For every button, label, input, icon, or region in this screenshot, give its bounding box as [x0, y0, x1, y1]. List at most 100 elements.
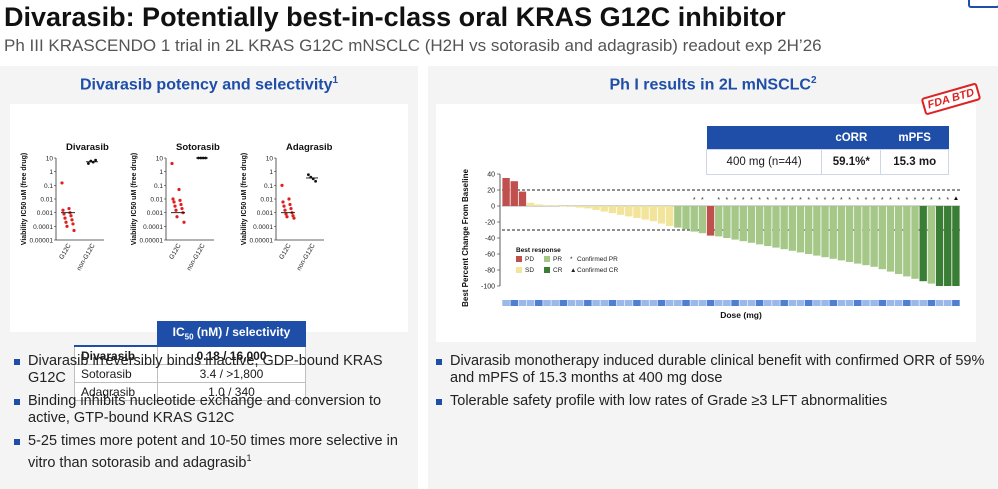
scatter-point-g12c: [72, 228, 76, 233]
orr-header-corr: cORR: [821, 126, 881, 150]
waterfall-bar: [911, 206, 919, 279]
waterfall-bar: [739, 206, 747, 242]
scatter-point-g12c: [177, 187, 181, 192]
scatter-tick-label: 0.01: [40, 197, 53, 204]
confirmed-pr-marker: *: [881, 197, 884, 204]
scatter-tick-label: 0.1: [264, 183, 273, 190]
waterfall-bar: [625, 206, 633, 217]
waterfall-bar: [837, 206, 846, 261]
waterfall-bar: [927, 206, 936, 284]
dose-strip-cell: [698, 300, 707, 306]
confirmed-pr-marker: *: [946, 197, 949, 204]
scatter-category-label: G12C: [278, 242, 293, 260]
dose-strip-cell: [780, 300, 788, 306]
waterfall-x-label: Dose (mg): [720, 310, 762, 320]
scatter-point-g12c: [287, 197, 291, 201]
legend-label: SD: [525, 267, 534, 274]
dose-strip-cell: [764, 300, 772, 306]
dose-strip-cell: [706, 300, 715, 306]
scatter-tick-label: 0.01: [150, 197, 163, 204]
dose-strip-cell: [804, 300, 813, 306]
dose-strip-cell: [608, 300, 617, 306]
scatter-point-g12c: [288, 202, 292, 207]
drug-name: Sotorasib: [74, 364, 158, 383]
waterfall-bar: [952, 206, 960, 286]
ic50-table-corner: [75, 321, 158, 346]
orr-mpfs-value: 15.3 mo: [880, 149, 949, 175]
scatter-point-g12c: [172, 200, 176, 204]
dose-strip-cell: [772, 300, 780, 306]
legend-title: Best response: [516, 247, 561, 254]
confirmed-pr-marker: *: [897, 197, 900, 204]
confirmed-pr-marker: *: [766, 197, 769, 204]
dose-strip-cell: [535, 300, 543, 306]
waterfall-tick-label: 0: [491, 204, 495, 211]
scatter-tick-label: 0.1: [44, 183, 53, 190]
right-panel-heading: Ph I results in 2L mNSCLC2: [609, 75, 817, 94]
scatter-title: Divarasib: [66, 142, 109, 153]
confirmed-pr-marker: *: [905, 197, 908, 204]
waterfall-bar: [567, 206, 576, 207]
confirmed-pr-marker: *: [750, 197, 753, 204]
dose-strip-cell: [584, 300, 592, 306]
dose-strip-cell: [510, 300, 519, 306]
scatter-tick-label: 10: [46, 156, 54, 163]
waterfall-tick-label: 20: [487, 188, 495, 195]
waterfall-bar: [731, 206, 739, 240]
scatter-category-label: non-G12C: [186, 242, 207, 272]
waterfall-bar: [674, 206, 682, 228]
right-bullet-list: Divarasib monotherapy induced durable cl…: [436, 353, 986, 416]
list-item: Binding inhibits nucleotide exchange and…: [14, 393, 406, 427]
waterfall-bar: [584, 206, 592, 209]
waterfall-chart: 40 20 0 -20 -40 -60 -80 -100 Best Percent Change…: [461, 169, 960, 320]
scatter-point-g12c: [292, 216, 296, 220]
dose-strip-cell: [829, 300, 838, 306]
legend-swatch: [516, 267, 522, 273]
waterfall-bar: [559, 206, 568, 207]
scatter-y-label: Viability IC50 uM (free drug): [241, 153, 248, 245]
waterfall-tick-label: -20: [485, 220, 495, 227]
scatter-tick-label: 0.00001: [140, 238, 164, 245]
waterfall-bar: [935, 206, 944, 286]
dose-strip-cell: [518, 300, 527, 306]
confirmed-pr-marker: *: [701, 197, 704, 204]
page-subtitle: Ph III KRASCENDO 1 trial in 2L KRAS G12C…: [4, 36, 822, 55]
waterfall-bar: [870, 206, 878, 267]
scatter-point-g12c: [67, 206, 71, 211]
confirmed-pr-marker: *: [783, 197, 786, 204]
confirmed-pr-marker: *: [938, 197, 941, 204]
confirmed-pr-marker: *: [856, 197, 859, 204]
scatter-point-g12c: [175, 215, 179, 219]
scatter-tick-label: 0.001: [147, 210, 164, 217]
waterfall-bar: [715, 206, 723, 237]
dose-strip-cell: [796, 300, 805, 306]
scatter-point-g12c: [281, 200, 285, 204]
waterfall-bar: [829, 206, 837, 259]
waterfall-bar: [576, 206, 584, 208]
list-item: Tolerable safety profile with low rates …: [436, 393, 986, 410]
dose-strip-cell: [747, 300, 756, 306]
scatter-point-g12c: [179, 202, 183, 207]
scatter-point-g12c: [63, 216, 67, 220]
scatter-point-g12c: [173, 204, 177, 208]
waterfall-bar: [690, 206, 698, 232]
orr-table: cORR mPFS 400 mg (n=44) 59.1%* 15.3 mo: [705, 126, 949, 175]
confirmed-pr-marker: *: [930, 197, 933, 204]
waterfall-bar: [518, 191, 527, 206]
confirmed-pr-marker: *: [799, 197, 802, 204]
scatter-card: [10, 104, 408, 332]
scatter-category-label: G12C: [168, 242, 183, 260]
dose-strip-cell: [674, 300, 682, 306]
corner-logo-icon: [968, 0, 998, 8]
list-item: Divarasib irreversibly binds inactive, G…: [14, 353, 406, 387]
waterfall-bar: [600, 206, 608, 212]
dose-strip-cell: [502, 300, 510, 306]
scatter-tick-label: 0.0001: [253, 224, 273, 231]
waterfall-bar: [788, 206, 797, 251]
dose-strip-cell: [837, 300, 846, 306]
waterfall-bar: [592, 206, 600, 210]
waterfall-bar: [894, 206, 903, 274]
orr-dose: 400 mg (n=44): [705, 149, 823, 175]
waterfall-bar: [854, 206, 862, 264]
confirmed-pr-marker: *: [734, 197, 737, 204]
